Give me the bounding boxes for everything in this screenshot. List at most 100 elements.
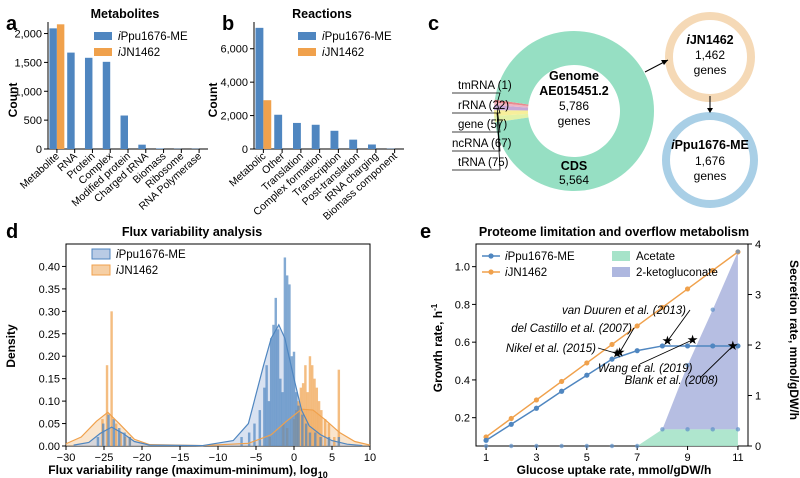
chart-e-ylabel: Growth rate, h-1 <box>430 303 445 392</box>
chart-d-bin-ijn <box>317 401 321 446</box>
ippu1676-unit: genes <box>694 169 727 183</box>
chart-e-point-acetate <box>660 427 665 432</box>
chart-e-ytick-label: 0.4 <box>455 375 470 387</box>
chart-a-ytick-label: 1,000 <box>14 86 42 98</box>
ippu1676-name: iPpu1676-ME <box>671 138 749 152</box>
genome-genes-word: genes <box>558 114 591 128</box>
chart-e-y2tick-label: 0 <box>755 441 761 453</box>
chart-d-ytick-label: 0.05 <box>39 419 60 431</box>
chart-d-kde-line-ijn <box>65 408 371 447</box>
chart-b-ylabel: Count <box>206 83 220 118</box>
chart-d-kde-line-ippu <box>73 323 363 447</box>
cds-value: 5,564 <box>559 173 589 187</box>
chart-e-xtick-label: 9 <box>684 452 690 464</box>
chart-d-bin-ippu <box>290 356 293 446</box>
chart-d-bin-ippu <box>304 423 308 446</box>
chart-a-bar-ijn <box>56 24 65 150</box>
chart-b-bar-ippu <box>368 144 376 149</box>
chart-e-point-ippu <box>684 343 691 349</box>
chart-b-bar-ippu <box>330 130 339 149</box>
charts-layer: 05001,0001,5002,000MetaboliteRNAProteinC… <box>14 22 761 464</box>
chart-b-legend-ijn: iJN1462 <box>322 47 364 59</box>
chart-d-bin-ijn <box>110 311 113 446</box>
ijn1462-unit: genes <box>694 63 727 77</box>
chart-e-point-acetate <box>509 443 514 449</box>
chart-d-bin-ijn <box>304 365 307 446</box>
chart-b-ytick-label: 0 <box>242 144 248 156</box>
chart-a-bar-ippu <box>156 148 164 149</box>
chart-a-bar-ippu <box>138 144 146 149</box>
donut-slice-rrna <box>494 102 529 108</box>
chart-d-xtick-label: 10 <box>364 452 376 464</box>
chart-a-ytick-label: 0 <box>36 144 42 156</box>
chart-e-point-acetate <box>584 443 590 449</box>
chart-e-xtick-label: 5 <box>584 452 590 464</box>
panel-letter-a: a <box>6 13 18 35</box>
chart-e-legend-marker-ijn <box>488 269 494 275</box>
chart-e-legend-marker-ippu <box>488 253 494 259</box>
chart-d-xtick-label: 0 <box>291 452 297 464</box>
chart-d-bin-ijn <box>313 378 316 446</box>
chart-e-point-acetate <box>534 443 539 449</box>
chart-e-point-ijn <box>710 267 716 274</box>
chart-b-legend-ippu-rest: Ppu1676-ME <box>325 31 392 43</box>
chart-a-legend-ippu-rest: Ppu1676-ME <box>121 31 188 43</box>
chart-d-bin-ippu <box>112 419 116 446</box>
chart-d-bin-ippu <box>292 351 296 446</box>
chart-a-bar-ippu <box>67 52 75 149</box>
chart-e-point-ijn <box>659 304 665 311</box>
cds-label: CDS <box>561 159 587 173</box>
ippu1676-count: 1,676 <box>695 154 725 168</box>
chart-d-bin-ippu <box>258 410 262 446</box>
chart-d-bin-ippu <box>265 365 268 446</box>
chart-d-xlabel-main: Flux variability range (maximum-minimum)… <box>48 463 317 477</box>
chart-a-ytick-label: 1,500 <box>14 57 42 69</box>
chart-d-bin-ippu <box>297 405 300 446</box>
chart-a-legend-ijn-rest: JN1462 <box>121 47 161 59</box>
chart-d-xlabel-sub: 10 <box>318 470 328 478</box>
chart-e-annotation-star: ★ <box>687 332 699 347</box>
chart-e-point-ijn <box>684 286 691 292</box>
rna-label-list: tmRNA (1) rRNA (22) gene (57) ncRNA (67)… <box>452 80 512 169</box>
chart-d-bin-ijn <box>105 365 109 446</box>
chart-e-point-ippu <box>533 405 540 411</box>
chart-e-annotation-label: Nikel et al. (2015) <box>506 343 596 355</box>
ijn1462-name-rest: JN1462 <box>690 33 734 47</box>
chart-a-bar-ippu <box>84 57 93 149</box>
chart-d-legend-ijn-italic: i <box>116 265 119 277</box>
chart-d-ytick-label: 0.10 <box>39 396 60 408</box>
chart-e-point-ippu <box>659 343 665 349</box>
chart-e-ytick-label: 0.2 <box>455 413 470 425</box>
rna-label-gene: gene (57) <box>458 119 507 131</box>
chart-d-bin-ijn <box>308 356 312 446</box>
donut-leader-line <box>452 103 501 114</box>
chart-a: 05001,0001,5002,000MetaboliteRNAProteinC… <box>14 22 208 213</box>
chart-e-legend-ippu-rest: Ppu1676-ME <box>508 251 575 263</box>
chart-a-bar-ippu <box>120 115 128 149</box>
chart-e-annotation-star: ★ <box>614 345 626 360</box>
chart-e-point-ijn <box>508 415 514 422</box>
chart-e-legend-ijn-italic: i <box>505 267 508 279</box>
chart-d-ytick-label: 0.30 <box>39 306 60 318</box>
chart-b-bar-ippu <box>293 122 301 149</box>
donut-slice-gene <box>494 105 529 111</box>
chart-d-bin-ippu <box>276 329 280 446</box>
chart-e-ytick-label: 0.8 <box>455 299 470 311</box>
chart-b-legend-ijn-rest: JN1462 <box>325 47 365 59</box>
chart-a-legend-ijn: iJN1462 <box>118 47 160 59</box>
chart-d-xtick-label: −20 <box>133 452 152 464</box>
chart-b-bar-ippu <box>311 124 320 149</box>
chart-e-point-ippu <box>483 437 489 443</box>
chart-d-bin-ippu <box>308 432 312 446</box>
chart-d-ytick-label: 0.00 <box>39 441 60 453</box>
ippu1676-ring <box>662 112 758 208</box>
chart-e-point-ijn <box>559 378 565 385</box>
chart-d-bin-ijn <box>119 432 122 446</box>
chart-d-bin-ippu <box>263 387 266 446</box>
chart-e-y2tick-label: 4 <box>755 239 761 251</box>
chart-e-point-acetate <box>710 427 715 432</box>
chart-e-point-ippu <box>559 388 565 394</box>
arrowhead-2 <box>707 108 713 113</box>
chart-d-xtick-label: −15 <box>171 452 190 464</box>
